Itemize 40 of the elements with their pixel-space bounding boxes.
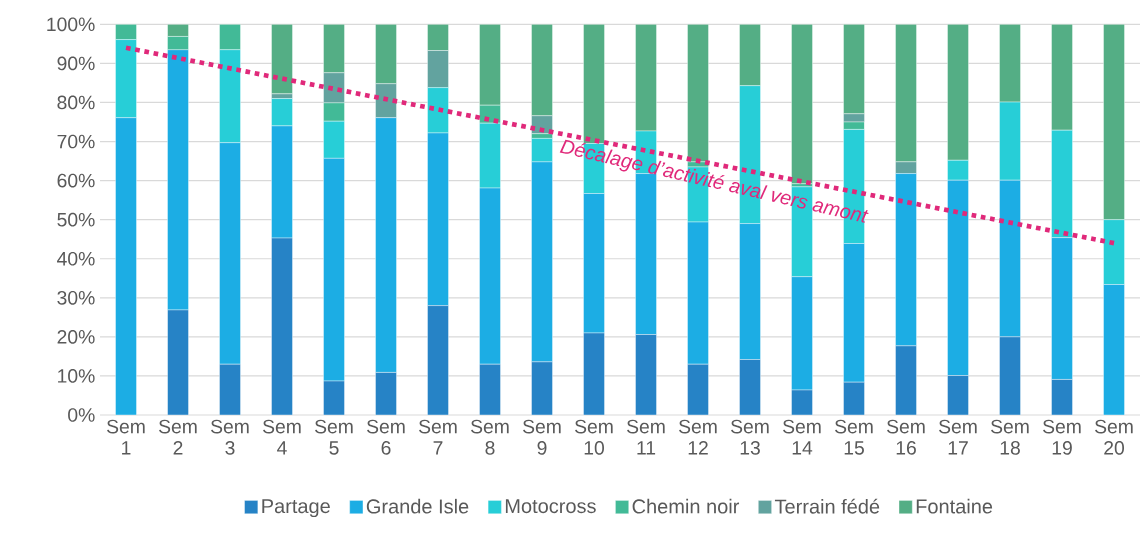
x-tick-label: Sem 8 xyxy=(471,419,509,455)
legend-label: Partage xyxy=(262,499,330,518)
x-tick-label: Sem 18 xyxy=(991,419,1029,455)
x-tick-label: Sem 3 xyxy=(211,419,249,455)
y-tick-label: 10% xyxy=(58,369,95,383)
x-tick-label: Sem 6 xyxy=(367,419,405,455)
y-tick-label: 40% xyxy=(57,251,95,266)
x-tick-label: Sem 7 xyxy=(419,419,457,455)
x-tick-label: Sem 5 xyxy=(315,419,353,455)
x-tick-label: Sem 16 xyxy=(887,419,925,455)
y-tick-label: 30% xyxy=(57,290,95,305)
x-tick-label: Sem 14 xyxy=(783,419,821,455)
x-tick-label: Sem 15 xyxy=(835,419,873,455)
annotation: Décalage d’activité aval vers amont xyxy=(559,139,869,223)
x-tick-label: Sem 12 xyxy=(679,419,717,455)
x-tick-label: Sem 10 xyxy=(575,419,613,455)
x-tick-label: Sem 1 xyxy=(107,419,145,455)
legend-label: Grande Isle xyxy=(366,498,469,514)
legend-label: Motocross xyxy=(505,499,596,514)
legend-label: Fontaine xyxy=(916,498,993,514)
x-tick-label: Sem 20 xyxy=(1095,419,1133,455)
bar xyxy=(271,24,293,95)
x-tick-label: Sem 19 xyxy=(1043,419,1081,455)
y-tick-label: 90% xyxy=(57,56,95,71)
x-tick-label: Sem 13 xyxy=(731,419,769,455)
x-tick-label: Sem 9 xyxy=(523,419,561,455)
y-tick-label: 50% xyxy=(57,212,95,227)
y-tick-label: 20% xyxy=(57,330,95,344)
legend-label: Terrain fédé xyxy=(774,498,880,514)
y-tick-label: 70% xyxy=(57,134,95,149)
x-tick-label: Sem 2 xyxy=(159,419,197,455)
y-tick-label: 0% xyxy=(68,408,95,422)
legend-label: Chemin noir xyxy=(632,498,740,514)
x-tick-label: Sem 4 xyxy=(263,419,301,455)
y-tick-label: 80% xyxy=(57,95,95,110)
y-tick-label: 100% xyxy=(47,17,95,32)
bar xyxy=(219,24,241,50)
x-tick-label: Sem 17 xyxy=(939,419,977,455)
x-tick-label: Sem 11 xyxy=(627,419,665,455)
y-tick-label: 60% xyxy=(57,173,95,188)
